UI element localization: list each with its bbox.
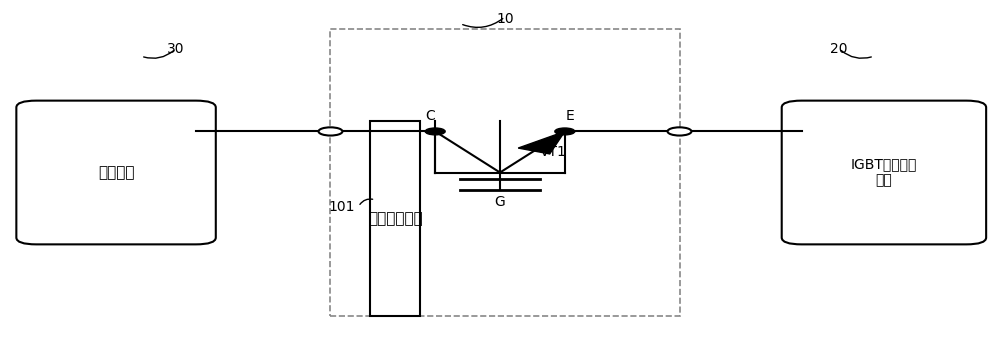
Text: 30: 30 [167, 42, 185, 56]
Text: E: E [565, 109, 574, 123]
Circle shape [425, 128, 445, 135]
Text: C: C [425, 109, 435, 123]
Bar [370, 121, 420, 316]
Text: G: G [495, 195, 505, 209]
Text: 101: 101 [329, 200, 355, 214]
Polygon shape [518, 131, 565, 154]
Text: 电源电路: 电源电路 [98, 165, 134, 180]
Text: 10: 10 [496, 11, 514, 26]
FancyBboxPatch shape [16, 101, 216, 244]
Text: VT1: VT1 [540, 145, 567, 159]
Text: 20: 20 [830, 42, 848, 56]
Circle shape [319, 127, 342, 136]
FancyBboxPatch shape [782, 101, 986, 244]
Bar [330, 29, 680, 316]
Text: 检测驱动电路: 检测驱动电路 [368, 211, 423, 226]
Circle shape [668, 127, 691, 136]
Text: IGBT动态测试
回路: IGBT动态测试 回路 [851, 157, 917, 188]
Circle shape [555, 128, 575, 135]
